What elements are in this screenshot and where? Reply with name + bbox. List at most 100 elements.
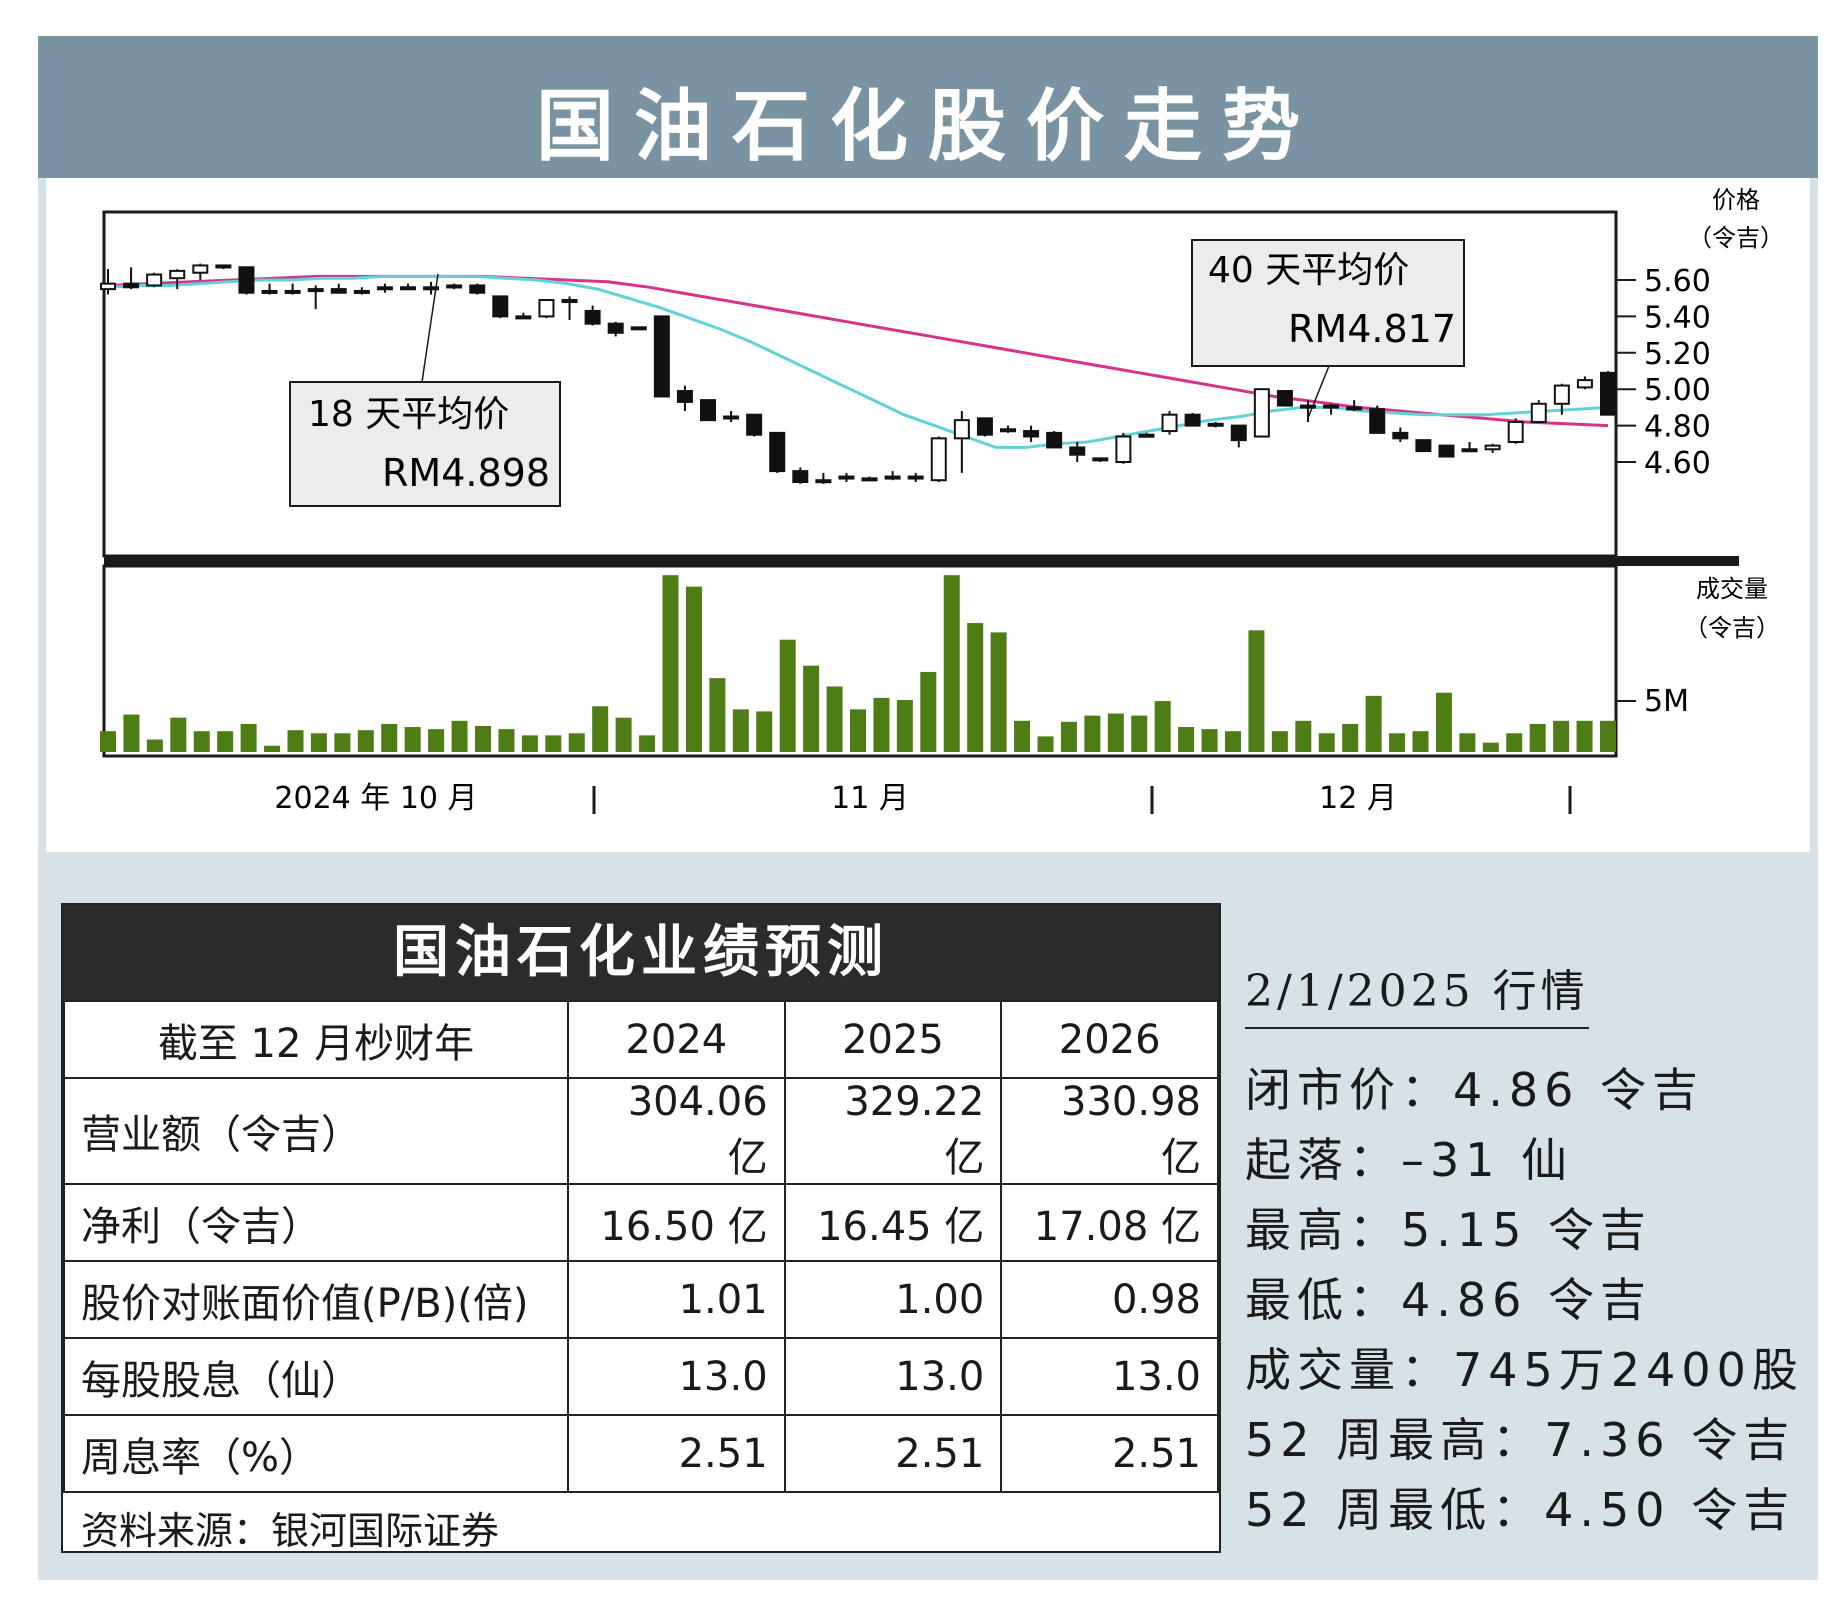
volume-bar xyxy=(1529,723,1546,752)
volume-bar xyxy=(685,586,702,752)
volume-bar xyxy=(756,711,773,752)
volume-bar xyxy=(404,727,421,752)
volume-bar xyxy=(943,575,960,752)
candle-up xyxy=(1115,435,1132,463)
table-header-row: 截至 12 月杪财年 2024 2025 2026 xyxy=(63,1000,1219,1079)
candle-up xyxy=(169,269,186,280)
candle-up xyxy=(1092,457,1109,462)
market-row: 闭市价：4.86 令吉 xyxy=(1245,1063,1705,1117)
volume-bar xyxy=(1037,736,1054,752)
market-row: 最高：5.15 令吉 xyxy=(1245,1203,1653,1257)
volume-bar xyxy=(803,665,820,752)
volume-bar xyxy=(1131,715,1148,752)
volume-bar xyxy=(193,731,210,752)
volume-bar xyxy=(334,733,351,752)
candle-down xyxy=(1415,439,1432,453)
ma18-callout-box xyxy=(289,381,561,507)
ma40-callout-line xyxy=(1307,365,1330,419)
volume-bar xyxy=(1084,715,1101,752)
table-cell: 13.0 xyxy=(783,1337,1003,1416)
candle-down xyxy=(1046,431,1063,449)
volume-bar xyxy=(1318,733,1335,752)
market-row: 起落：–31 仙 xyxy=(1245,1133,1574,1187)
candle-up xyxy=(1553,384,1570,405)
volume-bar xyxy=(1365,695,1382,752)
stock-chart: 5.605.405.205.004.804.60 价格 （令吉） 成交量 （令吉… xyxy=(100,186,1784,816)
candle-down xyxy=(1600,371,1616,416)
ma40-callout-value: RM4.817 xyxy=(1288,307,1456,351)
candle-up xyxy=(1161,413,1178,433)
volume-bar xyxy=(1506,733,1523,752)
title-band: 国油石化股价走势 xyxy=(38,36,1818,178)
month-label-dec: 12 月 xyxy=(1319,781,1397,816)
forecast-table: 截至 12 月杪财年 2024 2025 2026 营业额（令吉） 304.06… xyxy=(63,1000,1219,1493)
candle-down xyxy=(584,309,601,325)
volume-bar xyxy=(662,575,679,752)
volume-axis-label: 成交量 xyxy=(1696,575,1768,603)
table-header-cell: 2026 xyxy=(1000,1000,1219,1079)
candle-up xyxy=(1207,422,1224,427)
price-tick-label: 5.40 xyxy=(1644,300,1711,335)
volume-tick-label: 5M xyxy=(1644,684,1689,719)
volume-bar xyxy=(217,731,234,752)
volume-bar xyxy=(1295,720,1312,752)
table-cell: 330.98 亿 xyxy=(1000,1077,1219,1185)
candle-up xyxy=(907,475,924,480)
table-cell: 2.51 xyxy=(1000,1414,1219,1493)
table-cell: 2.51 xyxy=(783,1414,1003,1493)
chart-panel: 5.60 5.40 5.20 5.00 4.80 4.60 价格 （令吉） 成交量 （令吉… xyxy=(46,178,1810,852)
table-header-cell: 2024 xyxy=(567,1000,786,1079)
volume-bar xyxy=(850,709,866,752)
candle-up xyxy=(1461,448,1478,453)
volume-bar xyxy=(264,745,281,752)
candle-up xyxy=(1000,428,1016,433)
market-date: 2/1/2025 行情 xyxy=(1245,955,1589,1029)
table-cell: 16.50 亿 xyxy=(567,1183,786,1262)
candle-up xyxy=(1138,433,1155,438)
table-cell: 13.0 xyxy=(1000,1337,1219,1416)
candle-down xyxy=(307,288,324,293)
volume-bar xyxy=(1060,721,1077,752)
volume-bar xyxy=(1553,720,1570,752)
volume-bar xyxy=(100,731,116,752)
candle-up xyxy=(1576,379,1593,389)
candle-down xyxy=(676,390,693,403)
table-cell-label: 净利（令吉） xyxy=(63,1183,569,1262)
volume-bar xyxy=(1576,720,1593,752)
volume-bar xyxy=(1154,701,1171,752)
volume-bar xyxy=(545,735,562,752)
candle-down xyxy=(330,288,347,294)
candle-up xyxy=(192,264,209,274)
volume-bar xyxy=(451,720,468,752)
candle-up xyxy=(838,475,855,480)
candle-down xyxy=(1069,446,1086,456)
candle-up xyxy=(1507,420,1524,443)
volume-bar xyxy=(1389,733,1406,752)
ma40-callout-box xyxy=(1191,239,1465,367)
candle-down xyxy=(215,264,232,269)
market-row: 成交量：745万2400股 xyxy=(1245,1343,1804,1397)
volume-bar xyxy=(1435,692,1452,752)
candle-down xyxy=(1276,390,1293,407)
volume-bar xyxy=(1482,742,1499,752)
candle-up xyxy=(400,286,416,291)
candle-down xyxy=(607,322,624,334)
candle-up xyxy=(1323,404,1340,409)
volume-bar xyxy=(1459,733,1476,752)
table-row: 股价对账面价值(P/B)(倍) 1.01 1.00 0.98 xyxy=(63,1260,1219,1339)
table-cell-label: 周息率（%） xyxy=(63,1414,569,1493)
candle-up xyxy=(1253,388,1270,438)
price-axis-label: 价格 xyxy=(1712,186,1760,214)
volume-bar xyxy=(568,733,585,752)
candle-down xyxy=(653,315,670,398)
volume-bar xyxy=(920,671,937,752)
volume-bar xyxy=(521,735,538,752)
volume-bar xyxy=(381,723,398,752)
ma18-callout-line xyxy=(421,273,439,383)
panel-divider xyxy=(104,556,1739,566)
candle-down xyxy=(746,413,763,436)
candle-up xyxy=(861,477,878,482)
candle-up xyxy=(515,315,532,320)
volume-bar xyxy=(1248,630,1265,752)
candle-up xyxy=(930,437,947,482)
